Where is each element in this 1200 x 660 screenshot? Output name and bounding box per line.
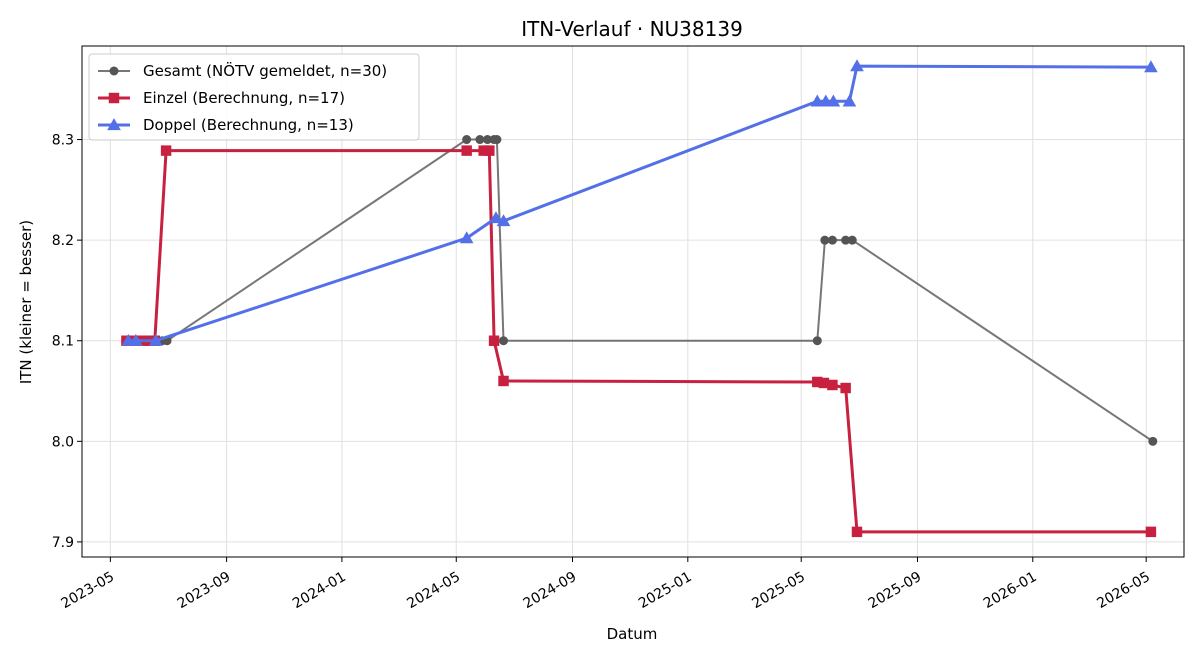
x-axis-label: Datum [607, 625, 658, 643]
data-point [459, 231, 474, 244]
data-point [812, 336, 822, 346]
data-point [488, 335, 500, 346]
legend-swatch-marker [109, 66, 119, 76]
legend-swatch-marker [108, 92, 120, 104]
data-point [820, 235, 830, 245]
y-tick-label: 8.0 [52, 434, 74, 450]
data-point [827, 379, 838, 391]
legend-swatch-marker [107, 118, 121, 131]
y-axis: 7.9 8.0 8.1 8.2 8.3 [52, 133, 82, 551]
legend-label: Einzel (Berechnung, n=17) [143, 89, 345, 107]
data-point [842, 94, 857, 107]
data-point [492, 135, 502, 145]
data-point [847, 235, 857, 245]
data-point [484, 145, 495, 156]
data-point [475, 135, 485, 145]
y-axis-label: ITN (kleiner = besser) [17, 220, 35, 384]
chart-title: ITN-Verlauf · NU38139 [521, 17, 743, 41]
y-tick-label: 8.3 [52, 133, 74, 149]
data-point [851, 526, 863, 538]
legend-label: Doppel (Berechnung, n=13) [143, 116, 354, 134]
data-point [478, 145, 489, 156]
data-point [818, 377, 830, 389]
series-layer [121, 59, 1158, 538]
data-point [827, 235, 837, 245]
data-point [461, 145, 472, 156]
data-point [129, 333, 143, 346]
y-tick-label: 7.9 [52, 535, 74, 551]
data-point [841, 235, 851, 245]
plot-frame [81, 45, 1185, 558]
data-point [1145, 526, 1157, 538]
data-point [826, 94, 841, 107]
legend-box [88, 53, 420, 141]
data-point [482, 135, 492, 145]
data-point [850, 59, 864, 72]
data-point [840, 382, 851, 394]
data-point [160, 145, 172, 156]
data-point [496, 214, 511, 227]
legend: Gesamt (NÖTV gemeldet, n=30) Einzel (Bere… [88, 53, 420, 141]
data-point [812, 376, 823, 388]
data-point [498, 375, 509, 387]
data-point [1148, 436, 1158, 446]
data-point [489, 211, 503, 224]
y-tick-label: 8.2 [52, 233, 74, 249]
data-point [148, 333, 163, 346]
legend-label: Gesamt (NÖTV gemeldet, n=30) [143, 61, 387, 80]
data-point [462, 135, 472, 145]
data-point [499, 336, 509, 346]
data-point [1144, 60, 1158, 73]
y-tick-label: 8.1 [52, 334, 74, 350]
series-2 [121, 59, 1158, 346]
